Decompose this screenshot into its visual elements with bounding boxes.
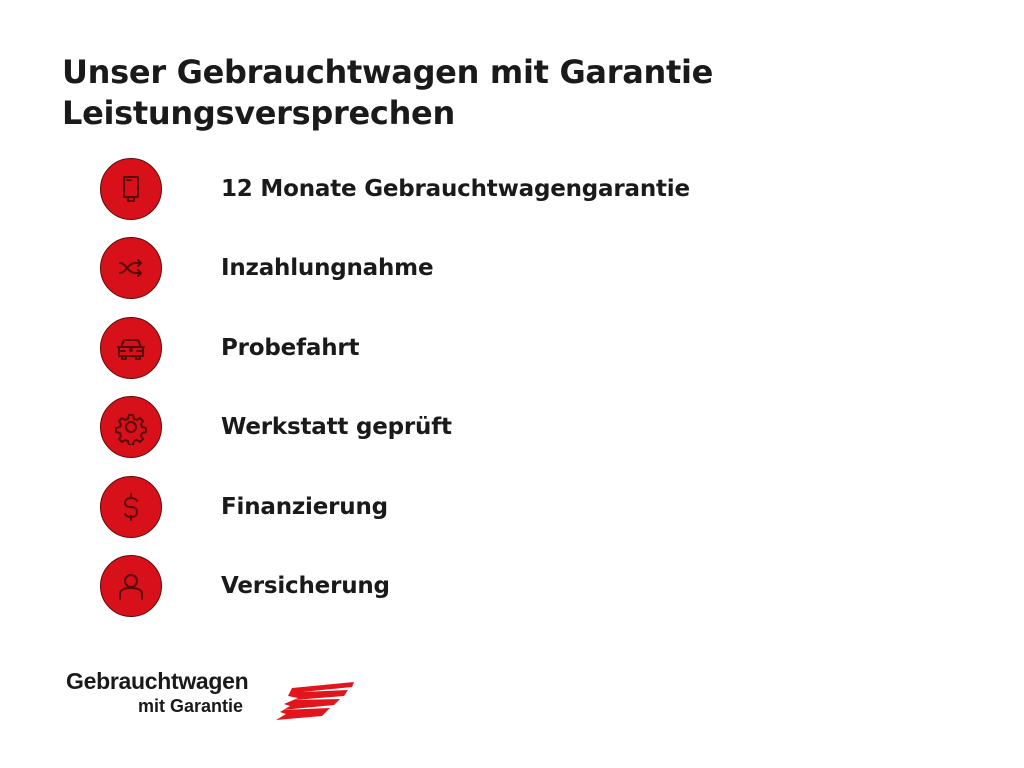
brand-logo: Gebrauchtwagen mit Garantie xyxy=(64,668,364,728)
item-label: 12 Monate Gebrauchtwagengarantie xyxy=(221,176,690,202)
red-swoosh-icon xyxy=(276,682,354,720)
list-item-workshop: Werkstatt geprüft xyxy=(100,395,452,459)
item-label: Finanzierung xyxy=(221,494,388,520)
list-item-financing: Finanzierung xyxy=(100,475,388,539)
list-item-test-drive: Probefahrt xyxy=(100,316,360,380)
logo-line-1: Gebrauchtwagen xyxy=(66,668,249,694)
title-line-1: Unser Gebrauchtwagen mit Garantie xyxy=(62,53,714,91)
shuffle-icon xyxy=(100,237,162,299)
person-icon xyxy=(100,555,162,617)
item-label: Probefahrt xyxy=(221,335,360,361)
list-item-trade-in: Inzahlungnahme xyxy=(100,236,434,300)
item-label: Werkstatt geprüft xyxy=(221,414,452,440)
book-icon xyxy=(100,158,162,220)
car-icon xyxy=(100,317,162,379)
item-label: Inzahlungnahme xyxy=(221,255,434,281)
list-item-warranty: 12 Monate Gebrauchtwagengarantie xyxy=(100,157,690,221)
dollar-icon xyxy=(100,476,162,538)
logo-line-2: mit Garantie xyxy=(138,696,244,716)
list-item-insurance: Versicherung xyxy=(100,554,390,618)
page-title: Unser Gebrauchtwagen mit Garantie Leistu… xyxy=(62,52,713,134)
gear-icon xyxy=(100,396,162,458)
title-line-2: Leistungsversprechen xyxy=(62,94,455,132)
item-label: Versicherung xyxy=(221,573,390,599)
